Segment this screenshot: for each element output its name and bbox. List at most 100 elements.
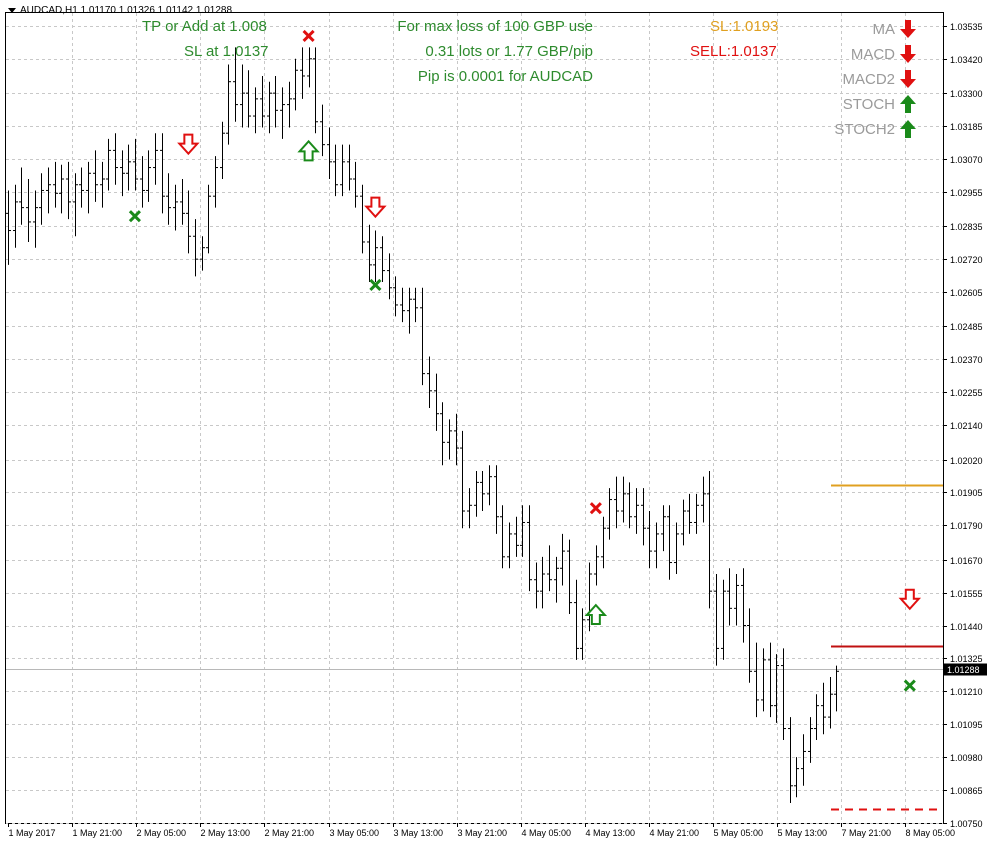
ohlc-bar	[327, 127, 332, 180]
ohlc-bar	[587, 562, 592, 632]
x-tick-label: 1 May 21:00	[73, 828, 123, 838]
ohlc-bar	[153, 133, 158, 185]
y-tick-label: 1.02485	[950, 322, 983, 332]
y-tick-label: 1.01440	[950, 622, 983, 632]
x-tick-label: 1 May 2017	[9, 828, 56, 838]
ohlc-bar	[821, 682, 826, 735]
ohlc-bar	[100, 161, 105, 208]
risk-line-3: Pip is 0.0001 for AUDCAD	[417, 68, 593, 85]
ohlc-bar	[614, 476, 619, 529]
ohlc-bar	[186, 190, 191, 254]
x-tick-label: 3 May 05:00	[330, 828, 380, 838]
ohlc-bar	[393, 276, 398, 317]
y-tick-label: 1.02720	[950, 255, 983, 265]
y-tick-label: 1.00865	[950, 786, 983, 796]
y-tick-label: 1.01325	[950, 654, 983, 664]
ohlc-bar	[360, 184, 365, 254]
indicator-macd: MACD	[851, 44, 917, 64]
ohlc-bar	[788, 717, 793, 803]
ohlc-bar	[828, 677, 833, 729]
ohlc-bar	[747, 608, 752, 683]
ohlc-bar	[280, 87, 285, 139]
ohlc-bar	[694, 493, 699, 534]
y-tick-label: 1.02020	[950, 456, 983, 466]
ohlc-bar	[353, 161, 358, 208]
ohlc-bar	[407, 287, 412, 334]
indicator-stoch2: STOCH2	[834, 119, 917, 139]
x-tick-label: 4 May 21:00	[650, 828, 700, 838]
ohlc-bar	[474, 470, 479, 517]
ohlc-bar	[39, 173, 44, 225]
ohlc-bar	[667, 505, 672, 580]
x-tick-label: 3 May 21:00	[458, 828, 508, 838]
y-tick-label: 1.00750	[950, 819, 983, 829]
ohlc-bar	[220, 121, 225, 180]
ohlc-bar	[734, 573, 739, 626]
ohlc-bar	[794, 757, 799, 798]
x-tick-label: 4 May 05:00	[522, 828, 572, 838]
ohlc-bar	[574, 579, 579, 660]
ohlc-bar	[520, 505, 525, 557]
indicator-label: STOCH2	[834, 120, 895, 138]
ohlc-bar	[33, 190, 38, 248]
current-price-label: 1.01288	[947, 665, 980, 675]
ohlc-bar	[607, 488, 612, 540]
ohlc-bar	[93, 150, 98, 202]
ohlc-bar	[367, 224, 372, 283]
sell-arrow-icon	[177, 133, 200, 156]
ohlc-bar	[460, 430, 465, 529]
ohlc-bar	[253, 87, 258, 134]
ohlc-bar	[507, 522, 512, 569]
current-price-box	[943, 663, 987, 676]
x-tick-label: 2 May 13:00	[201, 828, 251, 838]
symbol-header[interactable]: AUDCAD,H1 1.01170 1.01326 1.01142 1.0128…	[8, 5, 232, 16]
sell-arrow-icon	[364, 196, 387, 219]
indicator-stoch: STOCH	[843, 94, 917, 114]
exit-cross-icon	[903, 679, 916, 692]
x-tick-label: 7 May 21:00	[842, 828, 892, 838]
ohlc-bar	[126, 144, 131, 191]
ohlc-bar	[313, 47, 318, 134]
ohlc-bar	[66, 161, 71, 220]
ohlc-bar	[781, 648, 786, 740]
ohlc-bar	[320, 104, 325, 157]
ohlc-bar	[347, 144, 352, 191]
ohlc-bar	[140, 156, 145, 208]
ohlc-bar	[721, 579, 726, 660]
ohlc-bar	[487, 465, 492, 506]
plot-border	[5, 12, 944, 824]
indicator-ma: MA	[873, 19, 918, 39]
ohlc-bar	[514, 516, 519, 557]
ohlc-bar	[233, 47, 238, 122]
ohlc-bar	[200, 236, 205, 271]
ohlc-bar	[206, 184, 211, 254]
y-tick-label: 1.02140	[950, 421, 983, 431]
ohlc-bar	[166, 173, 171, 225]
ohlc-bar	[46, 167, 51, 214]
arrow-down-icon	[900, 20, 916, 38]
ohlc-bar	[641, 488, 646, 546]
ohlc-bar	[554, 556, 559, 603]
y-tick-label: 1.02370	[950, 355, 983, 365]
ohlc-bar	[701, 476, 706, 523]
ohlc-bar	[480, 470, 485, 512]
ohlc-bar	[373, 230, 378, 283]
chevron-down-icon[interactable]	[8, 8, 16, 13]
ohlc-bar	[213, 156, 218, 208]
x-tick-label: 3 May 13:00	[394, 828, 444, 838]
ohlc-bar	[634, 488, 639, 534]
ohlc-bar	[73, 173, 78, 237]
ohlc-bar	[534, 562, 539, 609]
indicator-label: MACD2	[842, 70, 895, 88]
buy-arrow-icon	[297, 139, 320, 162]
y-tick-label: 1.01210	[950, 687, 983, 697]
ohlc-bar	[560, 533, 565, 586]
ohlc-bar	[380, 236, 385, 283]
ohlc-bar	[59, 164, 64, 214]
risk-line-1: For max loss of 100 GBP use	[397, 18, 593, 35]
arrow-up-icon	[900, 95, 916, 113]
sell-arrow-icon	[898, 588, 922, 611]
ohlc-bar	[661, 505, 666, 552]
